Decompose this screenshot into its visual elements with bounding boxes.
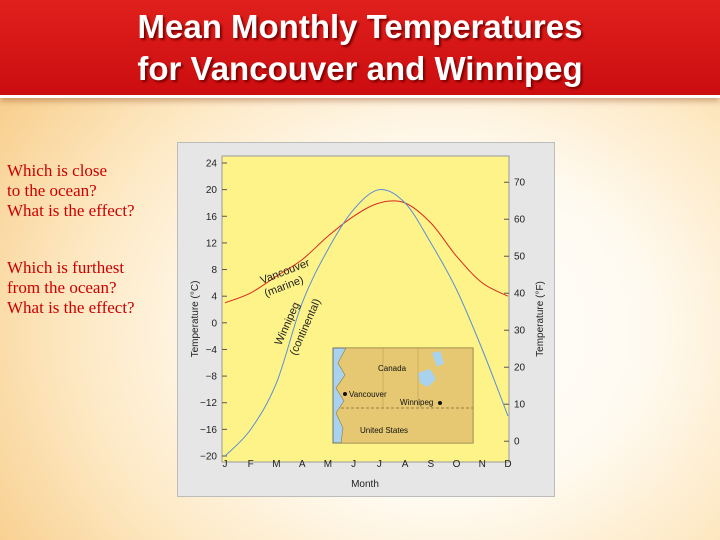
y-tick-left-label: −12: [200, 398, 217, 409]
x-tick-label: J: [351, 459, 356, 470]
map-lake: [418, 369, 436, 387]
x-tick-label: J: [223, 459, 228, 470]
y-tick-left-label: 8: [211, 265, 217, 276]
y-tick-left-label: 20: [206, 185, 218, 196]
y-axis-right: 70 60 50 40 30 20 10 0: [504, 178, 526, 448]
vancouver-marker-icon: [343, 392, 347, 396]
x-tick-label: A: [402, 459, 409, 470]
x-tick-label: D: [504, 459, 511, 470]
y-tick-right-label: 0: [514, 437, 520, 448]
title-line-1: Mean Monthly Temperatures: [137, 8, 583, 45]
temperature-chart: Canada Vancouver Winnipeg United States …: [190, 155, 546, 490]
vancouver-series-line: [224, 200, 509, 304]
y-tick-left-label: 24: [206, 159, 218, 170]
question-line: Which is close: [7, 161, 108, 180]
question-line: What is the effect?: [7, 201, 135, 220]
x-tick-label: N: [479, 459, 486, 470]
question-line: What is the effect?: [7, 298, 135, 317]
series-layer: [224, 188, 509, 457]
map-label-united-states: United States: [360, 426, 408, 435]
y-tick-right-label: 30: [514, 326, 526, 337]
inset-map: Canada Vancouver Winnipeg United States: [332, 347, 474, 444]
map-lake: [432, 351, 444, 367]
title-line-2: for Vancouver and Winnipeg: [137, 50, 583, 87]
y-axis-left: 24 20 16 12 8 4 0 −4 −8 −12 −16 −20: [200, 159, 227, 463]
winnipeg-marker-icon: [438, 401, 442, 405]
y-tick-right-label: 20: [514, 363, 526, 374]
x-tick-label: F: [248, 459, 254, 470]
question-ocean-close: Which is close to the ocean? What is the…: [7, 161, 135, 221]
y-tick-left-label: 0: [211, 318, 217, 329]
map-label-vancouver: Vancouver: [349, 390, 387, 399]
question-line: to the ocean?: [7, 181, 97, 200]
y-tick-right-label: 40: [514, 289, 526, 300]
x-axis-title: Month: [351, 479, 379, 490]
y-tick-right-label: 50: [514, 252, 526, 263]
y-tick-left-label: −20: [200, 452, 217, 463]
y-tick-left-label: −16: [200, 425, 217, 436]
map-land: [335, 347, 474, 444]
chart-panel: Canada Vancouver Winnipeg United States …: [177, 142, 555, 497]
y-tick-right-label: 10: [514, 400, 526, 411]
question-line: Which is furthest: [7, 258, 125, 277]
question-ocean-far: Which is furthest from the ocean? What i…: [7, 258, 135, 318]
y-tick-left-label: 12: [206, 238, 218, 249]
x-tick-label: A: [299, 459, 306, 470]
y-tick-left-label: 16: [206, 212, 218, 223]
y-tick-left-label: 4: [211, 292, 217, 303]
x-tick-label: M: [324, 459, 332, 470]
y-axis-left-title: Temperature (°C): [190, 281, 201, 358]
x-tick-label: S: [427, 459, 434, 470]
x-tick-label: O: [453, 459, 461, 470]
y-tick-right-label: 60: [514, 215, 526, 226]
x-tick-label: M: [272, 459, 280, 470]
x-tick-label: J: [377, 459, 382, 470]
map-label-winnipeg: Winnipeg: [400, 398, 433, 407]
winnipeg-series-line: [224, 188, 509, 457]
y-tick-left-label: −4: [206, 345, 218, 356]
y-tick-right-label: 70: [514, 178, 526, 189]
title-bar: Mean Monthly Temperatures for Vancouver …: [0, 0, 720, 98]
map-label-canada: Canada: [378, 364, 407, 373]
y-axis-right-title: Temperature (°F): [535, 281, 546, 357]
y-tick-left-label: −8: [206, 372, 218, 383]
question-line: from the ocean?: [7, 278, 117, 297]
